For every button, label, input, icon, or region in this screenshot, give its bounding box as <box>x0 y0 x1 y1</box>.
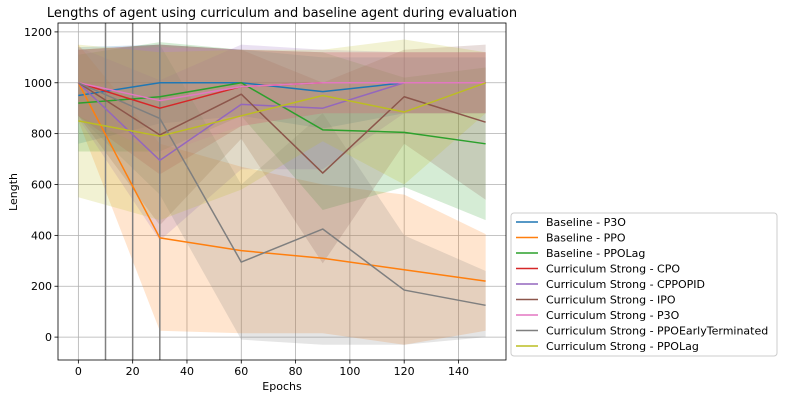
legend-label: Curriculum Strong - P3O <box>546 309 680 322</box>
y-tick-label: 800 <box>31 128 52 141</box>
legend-label: Curriculum Strong - PPOLag <box>546 340 699 353</box>
vertical-markers <box>104 23 161 360</box>
legend-label: Curriculum Strong - IPO <box>546 294 676 307</box>
band-series-1 <box>78 44 486 144</box>
x-tick-label: 40 <box>180 365 194 378</box>
legend-label: Baseline - PPOLag <box>546 247 645 260</box>
series-lines <box>77 82 486 307</box>
x-tick-label: 100 <box>339 365 360 378</box>
line-series-6 <box>77 82 486 174</box>
band-series-3 <box>78 42 486 221</box>
confidence-bands <box>78 39 486 345</box>
y-axis-label: Length <box>7 173 20 211</box>
y-tick-label: 0 <box>45 331 52 344</box>
x-axis-label: Epochs <box>262 380 302 393</box>
x-tick-label: 80 <box>289 365 303 378</box>
band-series-7 <box>78 47 486 154</box>
legend-label: Baseline - PPO <box>546 232 626 245</box>
y-tick-label: 1000 <box>24 77 52 90</box>
band-series-6 <box>78 44 486 264</box>
chart-title: Lengths of agent using curriculum and ba… <box>47 6 517 21</box>
x-tick-label: 120 <box>394 365 415 378</box>
legend: Baseline - P3O Baseline - PPO Baseline - P… <box>510 212 778 357</box>
y-tick-label: 1200 <box>24 26 52 39</box>
band-series-8 <box>78 44 486 345</box>
line-series-2 <box>77 82 486 282</box>
legend-box <box>510 212 778 357</box>
x-tick-label: 60 <box>234 365 248 378</box>
legend-label: Curriculum Strong - PPOEarlyTerminated <box>546 325 768 338</box>
band-series-4 <box>78 44 486 175</box>
legend-label: Curriculum Strong - CPPOPID <box>546 278 705 291</box>
band-series-2 <box>78 44 486 345</box>
line-series-9 <box>78 82 486 137</box>
x-tick-label: 140 <box>448 365 469 378</box>
plot-frame <box>57 22 507 361</box>
y-ticks: 0 200 400 600 800 1000 1200 <box>24 26 58 344</box>
y-tick-label: 600 <box>31 179 52 192</box>
x-tick-label: 0 <box>75 365 82 378</box>
x-ticks: 0 20 40 60 80 100 120 140 <box>75 360 469 378</box>
x-tick-label: 20 <box>126 365 140 378</box>
line-series-7 <box>78 82 486 102</box>
legend-label: Baseline - P3O <box>546 216 626 229</box>
line-series-8 <box>78 82 486 307</box>
legend-label: Curriculum Strong - CPO <box>546 263 680 276</box>
y-tick-label: 200 <box>31 280 52 293</box>
y-tick-label: 400 <box>31 229 52 242</box>
